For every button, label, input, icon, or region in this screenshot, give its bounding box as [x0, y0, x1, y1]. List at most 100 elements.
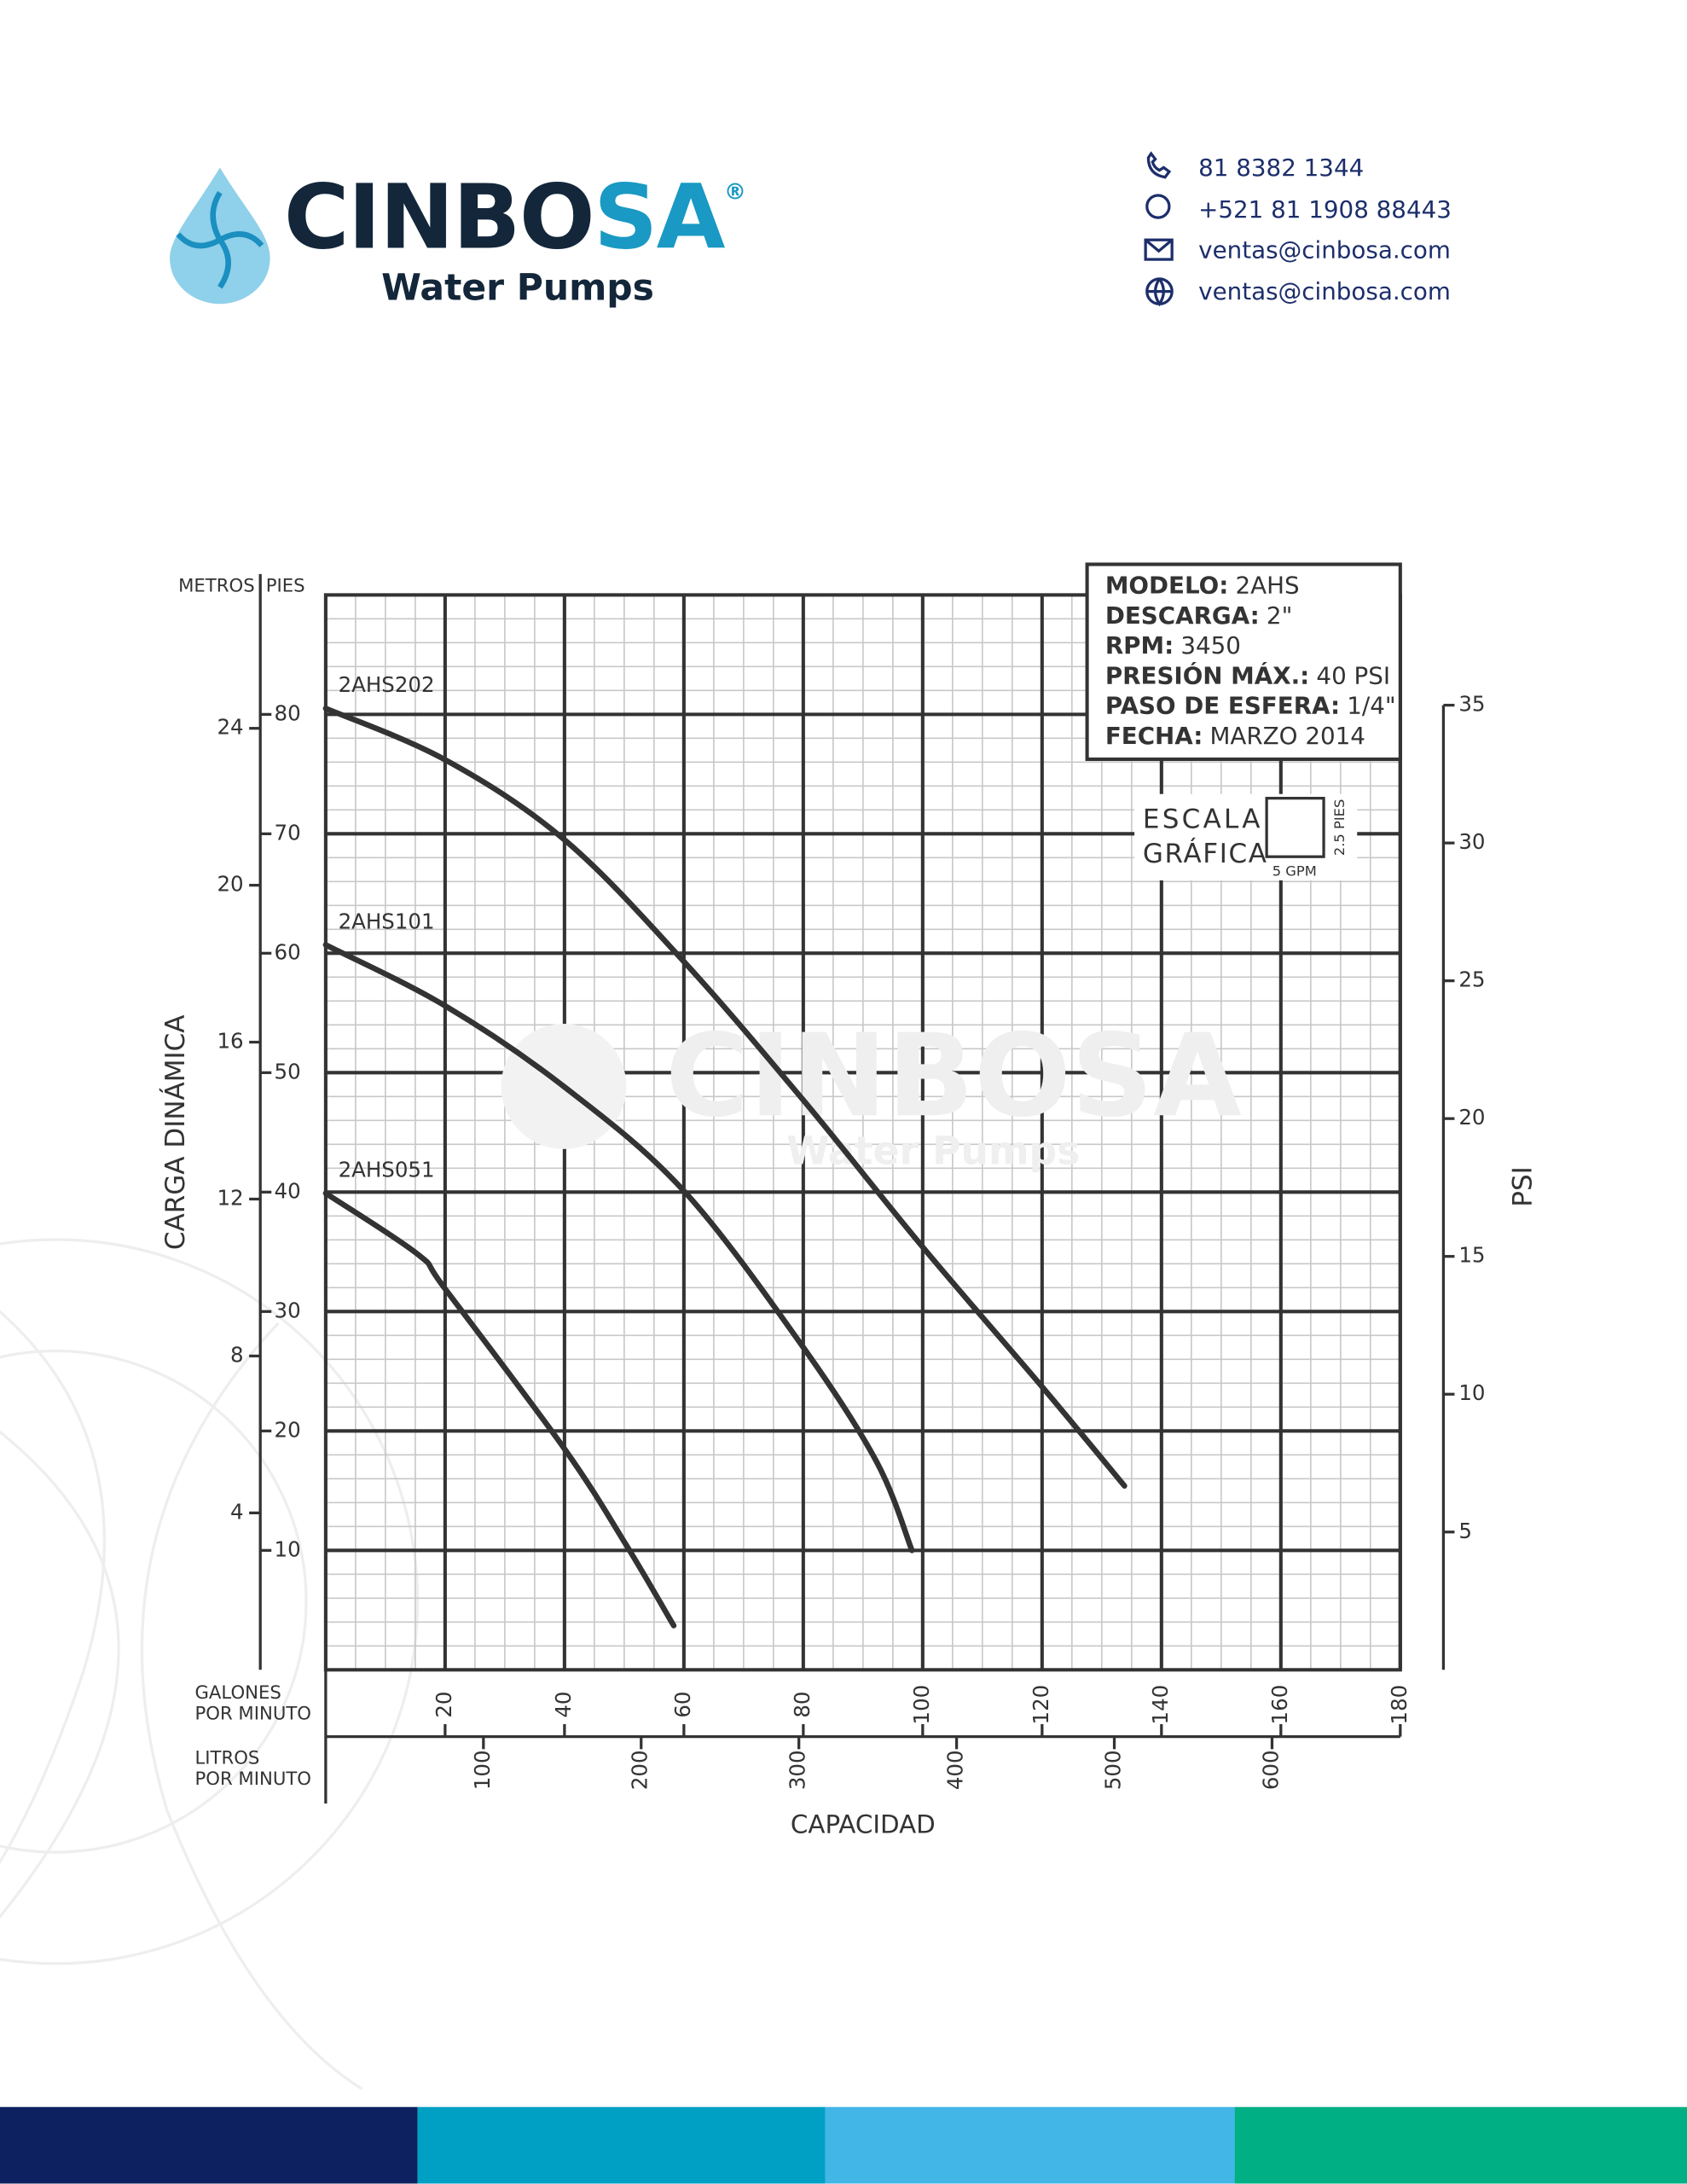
logo: CINBOSA® Water Pumps: [170, 165, 746, 309]
spec-label: RPM:: [1105, 631, 1174, 659]
series-label: 2AHS101: [339, 909, 435, 933]
contact-phone: 81 8382 1344: [1198, 154, 1364, 182]
y2-tick-label: 25: [1458, 967, 1485, 992]
contact-icons: [1144, 151, 1174, 307]
logo-mark: ®: [724, 179, 745, 205]
y2-tick-label: 15: [1458, 1243, 1485, 1268]
spec-line: PRESIÓN MÁX.: 40 PSI: [1105, 660, 1390, 689]
y-tick-label: 30: [275, 1298, 301, 1322]
x-tick-label: 100: [909, 1685, 934, 1725]
spec-line: FECHA: MARZO 2014: [1105, 722, 1365, 750]
spec-label: DESCARGA:: [1105, 601, 1260, 630]
scale-legend-bg: [1134, 793, 1358, 880]
spec-label: MODELO:: [1105, 572, 1229, 600]
x-tick-label: 140: [1148, 1685, 1173, 1725]
y3-tick-label: 20: [217, 872, 243, 897]
contact-whatsapp: +521 81 1908 88443: [1198, 195, 1452, 224]
y2-tick-label: 35: [1458, 692, 1485, 717]
spec-value: 3450: [1180, 631, 1241, 659]
spec-value: 1/4": [1347, 692, 1395, 720]
y2-axis-title: PSI: [1508, 1166, 1539, 1207]
spec-line: PASO DE ESFERA: 1/4": [1105, 692, 1396, 720]
logo-tagline: Water Pumps: [381, 267, 654, 309]
y-tick-label: 60: [275, 939, 301, 964]
footer-bar: [0, 2106, 1687, 2184]
x-tick-label: 180: [1387, 1685, 1412, 1725]
y2-tick-label: 30: [1458, 829, 1485, 854]
x2-tick-label: 600: [1258, 1750, 1283, 1790]
whatsapp-icon: [1145, 194, 1171, 219]
y2-tick-label: 20: [1458, 1105, 1485, 1130]
contact-web: ventas@cinbosa.com: [1198, 277, 1451, 305]
pump-curve: [322, 1190, 677, 1629]
x2-tick-label: 300: [786, 1750, 810, 1790]
footer-segment: [417, 2106, 826, 2184]
spec-line: DESCARGA: 2": [1105, 601, 1293, 630]
spec-value: MARZO 2014: [1210, 722, 1365, 750]
scale-title: ESCALA: [1143, 804, 1263, 834]
spec-label: PASO DE ESFERA:: [1105, 692, 1340, 720]
y-tick-label: 10: [275, 1536, 301, 1561]
y3-tick-label: 24: [217, 715, 243, 740]
minor-grid: [325, 595, 1400, 1670]
scale-legend: ESCALA GRÁFICA 2.5 PIES 5 GPM: [1134, 793, 1358, 880]
y-tick-label: 80: [275, 700, 301, 725]
x2-unit-label: LITROS: [194, 1748, 259, 1769]
watermark-part: CINBO: [665, 1009, 1071, 1142]
x-axis-title: CAPACIDAD: [791, 1810, 936, 1839]
y3-tick-label: 8: [230, 1342, 244, 1367]
scale-width-label: 5 GPM: [1272, 863, 1317, 880]
x-tick-label: 120: [1029, 1685, 1053, 1725]
scale-square: [1265, 797, 1325, 858]
series-label: 2AHS202: [339, 672, 435, 697]
x-unit-label: POR MINUTO: [194, 1704, 311, 1725]
x2-tick-label: 500: [1101, 1750, 1126, 1790]
scale-height-label: 2.5 PIES: [1331, 799, 1348, 856]
logo-part: CINBO: [284, 165, 594, 269]
spec-line: MODELO: 2AHS: [1105, 572, 1300, 600]
footer-segment: [825, 2106, 1235, 2184]
axes: 20 40 60 80 100 120 140 160 180 10 20 30 40 50 60 70 80 4…: [160, 573, 1539, 1839]
y-tick-label: 40: [275, 1178, 301, 1203]
x2-tick-label: 400: [943, 1750, 968, 1790]
spec-line: RPM: 3450: [1105, 631, 1241, 659]
x2-unit-label: POR MINUTO: [194, 1769, 311, 1790]
contact-list: 81 8382 1344 +521 81 1908 88443 ventas@c…: [1198, 154, 1452, 305]
logo-part: SA: [594, 165, 726, 269]
mail-icon: [1144, 238, 1174, 261]
y2-tick-label: 5: [1458, 1519, 1472, 1543]
y-tick-label: 50: [275, 1059, 301, 1083]
y3-tick-label: 12: [217, 1185, 243, 1210]
y2-tick-label: 10: [1458, 1380, 1485, 1405]
x-tick-label: 20: [432, 1692, 456, 1718]
spec-value: 40 PSI: [1316, 661, 1390, 689]
spec-label: PRESIÓN MÁX.:: [1105, 660, 1309, 689]
watermark-part: SA: [1071, 1009, 1242, 1142]
background-ornament: [0, 1238, 420, 2090]
spec-value: 2": [1267, 601, 1292, 630]
series-label: 2AHS051: [339, 1158, 435, 1182]
watermark-name: CINBOSA: [665, 1009, 1242, 1142]
phone-icon: [1146, 151, 1172, 179]
y-tick-label: 70: [275, 820, 301, 845]
x-tick-label: 160: [1267, 1685, 1292, 1725]
x-tick-label: 60: [670, 1692, 695, 1718]
x2-tick-label: 100: [470, 1750, 495, 1790]
footer-segment: [0, 2106, 418, 2184]
scale-title: GRÁFICA: [1143, 839, 1268, 869]
y-unit-label: PIES: [266, 576, 305, 597]
logo-swirl: [176, 190, 264, 289]
x-unit-label: GALONES: [194, 1682, 281, 1704]
pump-curve: [322, 706, 1128, 1489]
mail-icon-flap: [1145, 238, 1174, 253]
x-tick-label: 40: [551, 1692, 576, 1718]
y-axis-title: CARGA DINÁMICA: [160, 1015, 191, 1251]
pump-curve: [322, 942, 915, 1554]
y3-tick-label: 16: [217, 1029, 243, 1054]
watermark: CINBOSA Water Pumps: [501, 1009, 1242, 1173]
y3-unit-label: METROS: [178, 576, 255, 597]
